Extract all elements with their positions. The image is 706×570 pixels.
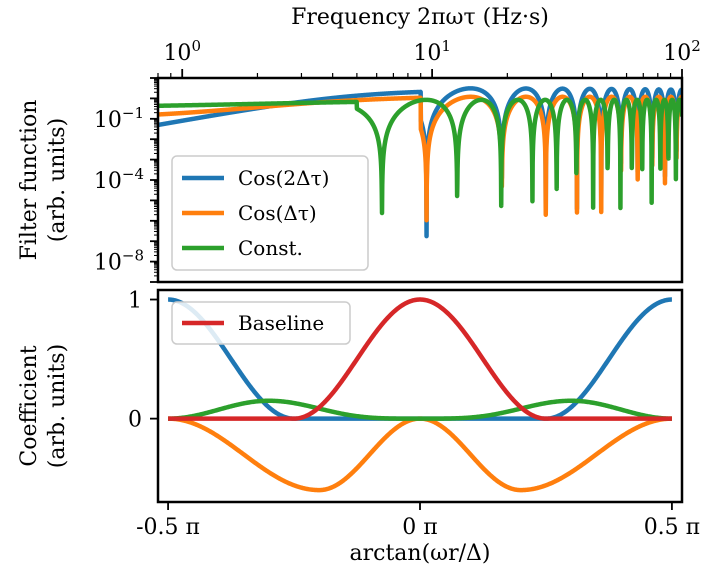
bottom-x-tick-label-0: -0.5 π [136,515,200,540]
bottom-y-label-line2: (arb. units) [45,344,70,468]
bottom-x-label: arctan(ωr/Δ) [349,541,490,566]
top-x-tick-label-2: 102 [663,37,701,66]
top-y-tick-label-2: 10−8 [94,247,144,276]
legend-label-2: Const. [238,236,303,260]
bottom-legend-box [171,301,351,345]
bottom-panel: -0.5 π 0 π 0.5 π 0 1 arctan(ωr/Δ) Coefficient(… [17,289,700,566]
bottom-legend-label: Baseline [238,311,324,335]
top-curves [158,86,682,239]
top-legend: Cos(2Δτ) Cos(Δτ) Const. [171,155,369,271]
top-y-label-line1: Filter function [17,100,42,261]
legend-label-1: Cos(Δτ) [238,201,317,225]
bottom-legend: Baseline [171,301,351,345]
top-y-label-line2: (arb. units) [45,118,70,242]
bottom-x-tick-label-1: 0 π [402,515,437,540]
legend-label-0: Cos(2Δτ) [238,166,329,190]
bottom-y-label-line1: Coefficient [17,345,42,466]
bottom-series-line-1 [166,416,674,493]
top-legend-box [171,155,369,271]
top-panel: 10−1 10−4 10−8 100 101 102 Frequency 2πωτ (Hz·… [17,5,701,284]
top-axis-title: Frequency 2πωτ (Hz·s) [291,5,549,30]
series-line-1 [158,94,682,223]
bottom-series-line-3 [166,297,674,421]
bottom-curves [166,297,674,493]
series-line-2 [158,97,682,216]
bottom-y-tick-label-0: 0 [128,408,142,433]
top-x-tick-label-1: 101 [413,37,451,66]
bottom-x-tick-label-2: 0.5 π [644,515,700,540]
top-x-tick-label-0: 100 [163,37,201,66]
top-y-label: Filter function (arb. units) [17,100,70,261]
bottom-series-line-2 [166,398,674,421]
bottom-y-tick-label-1: 1 [128,289,142,314]
bottom-y-label: Coefficient (arb. units) [17,344,70,468]
top-y-tick-label-1: 10−4 [94,165,144,194]
top-y-tick-label-0: 10−1 [94,104,144,133]
